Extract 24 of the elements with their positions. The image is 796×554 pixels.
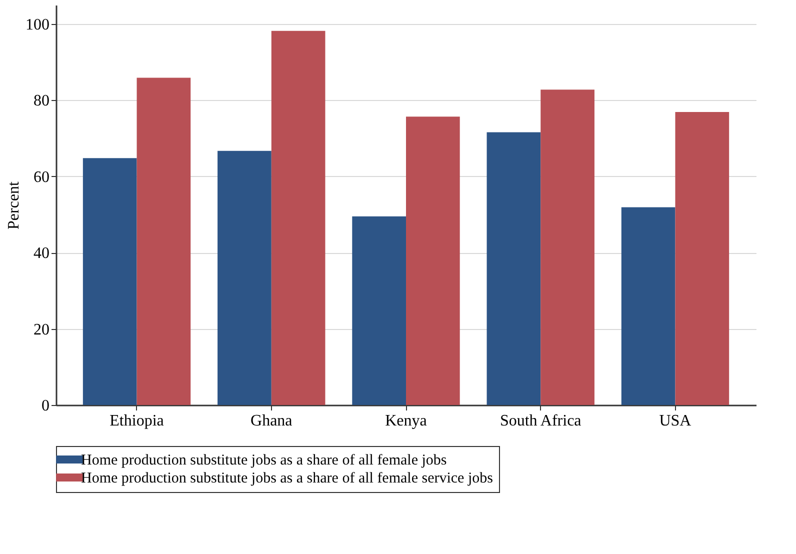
bar bbox=[675, 112, 730, 405]
bar bbox=[486, 132, 541, 405]
bar bbox=[271, 30, 326, 405]
x-tick-label: Ghana bbox=[250, 412, 292, 430]
x-tick-label: Kenya bbox=[385, 412, 427, 430]
y-tick-label: 60 bbox=[34, 168, 50, 186]
bar bbox=[82, 158, 137, 405]
y-tick-label: 80 bbox=[34, 92, 50, 110]
bar bbox=[136, 78, 191, 405]
bar bbox=[621, 207, 676, 405]
bar bbox=[540, 90, 594, 405]
y-tick-label: 40 bbox=[34, 245, 50, 262]
legend-label: Home production substitute jobs as a share of all female jobs bbox=[81, 452, 447, 468]
x-tick-label: South Africa bbox=[500, 412, 582, 430]
x-tick-label: Ethiopia bbox=[110, 412, 164, 430]
y-axis-title: Percent bbox=[6, 180, 22, 230]
y-tick-label: 0 bbox=[42, 398, 50, 414]
bar bbox=[406, 116, 460, 405]
legend-label: Home production substitute jobs as a share of all female service jobs bbox=[81, 470, 494, 486]
bar bbox=[218, 150, 272, 405]
x-tick-label: USA bbox=[659, 412, 692, 430]
bar bbox=[352, 216, 406, 405]
y-tick-label: 100 bbox=[26, 16, 50, 34]
y-tick-label: 20 bbox=[34, 321, 50, 338]
